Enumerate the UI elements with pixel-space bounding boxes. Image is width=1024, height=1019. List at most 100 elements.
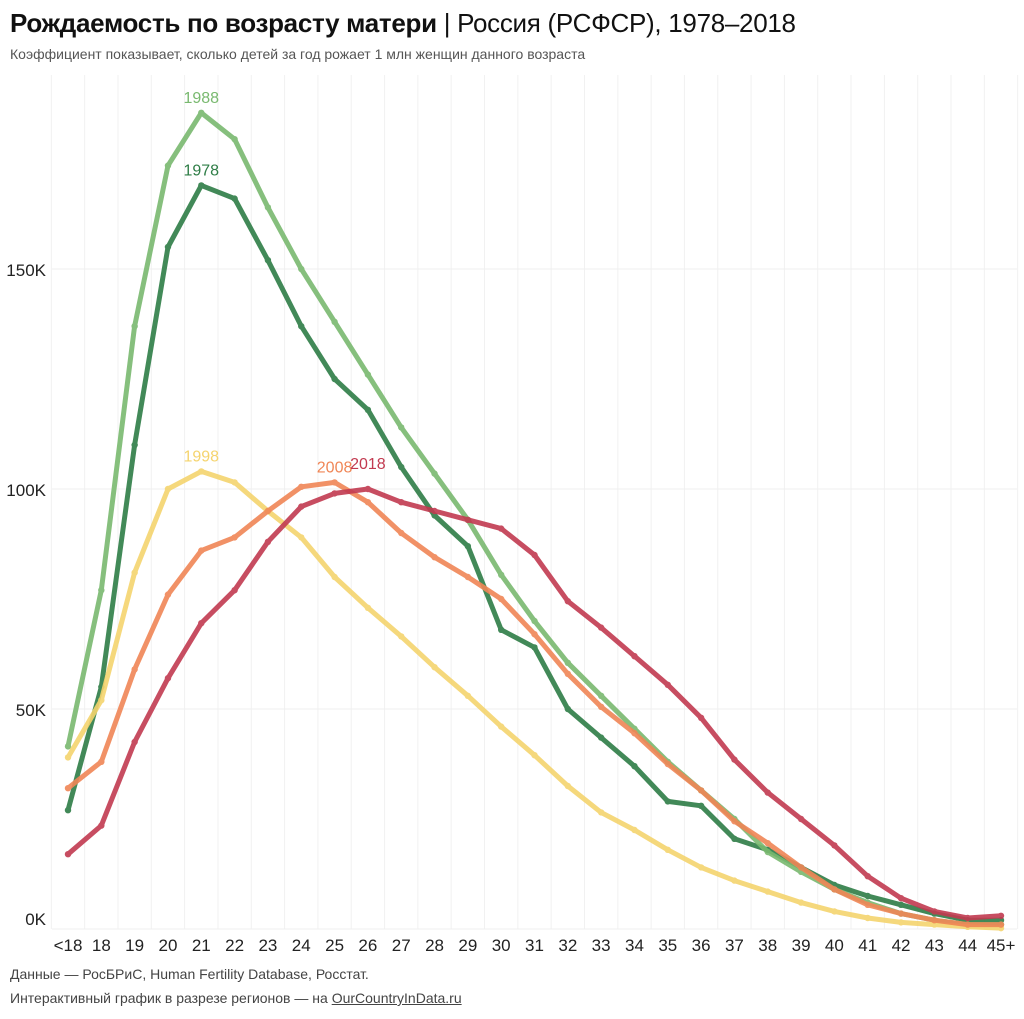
data-point[interactable] xyxy=(131,569,138,576)
data-point[interactable] xyxy=(731,877,738,884)
data-point[interactable] xyxy=(831,842,838,849)
data-point[interactable] xyxy=(764,789,771,796)
data-point[interactable] xyxy=(264,538,272,545)
data-point[interactable] xyxy=(797,864,805,871)
data-point[interactable] xyxy=(697,864,705,871)
data-point[interactable] xyxy=(364,485,372,493)
data-point[interactable] xyxy=(164,591,172,598)
data-point[interactable] xyxy=(464,516,472,523)
data-point[interactable] xyxy=(597,624,605,631)
data-point[interactable] xyxy=(864,892,871,900)
data-point[interactable] xyxy=(98,758,105,765)
data-point[interactable] xyxy=(631,763,638,770)
data-point[interactable] xyxy=(431,554,438,561)
data-point[interactable] xyxy=(198,620,205,627)
data-point[interactable] xyxy=(398,633,405,640)
data-point[interactable] xyxy=(897,901,905,908)
data-point[interactable] xyxy=(731,756,738,763)
data-point[interactable] xyxy=(331,375,338,383)
data-point[interactable] xyxy=(64,754,72,761)
data-point[interactable] xyxy=(731,818,738,825)
data-point[interactable] xyxy=(131,441,138,449)
data-point[interactable] xyxy=(897,910,905,917)
data-point[interactable] xyxy=(664,760,671,768)
data-point[interactable] xyxy=(964,914,971,922)
data-point[interactable] xyxy=(931,908,938,915)
data-point[interactable] xyxy=(564,705,572,713)
data-point[interactable] xyxy=(864,873,871,880)
data-point[interactable] xyxy=(231,195,238,202)
data-point[interactable] xyxy=(331,318,338,325)
data-point[interactable] xyxy=(331,573,338,581)
data-point[interactable] xyxy=(364,499,372,506)
data-point[interactable] xyxy=(564,659,572,666)
data-point[interactable] xyxy=(497,595,505,603)
data-point[interactable] xyxy=(364,371,372,378)
data-point[interactable] xyxy=(98,822,105,829)
data-point[interactable] xyxy=(431,470,438,477)
data-point[interactable] xyxy=(864,914,871,922)
data-point[interactable] xyxy=(897,895,905,902)
data-point[interactable] xyxy=(764,888,771,895)
data-point[interactable] xyxy=(697,714,705,721)
data-point[interactable] xyxy=(164,675,172,682)
data-point[interactable] xyxy=(64,785,72,792)
data-point[interactable] xyxy=(764,840,771,847)
data-point[interactable] xyxy=(897,919,905,926)
data-point[interactable] xyxy=(864,901,871,908)
data-point[interactable] xyxy=(431,507,438,515)
data-point[interactable] xyxy=(564,782,572,790)
data-point[interactable] xyxy=(231,587,238,594)
data-point[interactable] xyxy=(931,917,938,924)
data-point[interactable] xyxy=(398,499,405,506)
data-point[interactable] xyxy=(264,507,272,515)
data-point[interactable] xyxy=(298,265,305,273)
data-point[interactable] xyxy=(398,424,405,431)
data-point[interactable] xyxy=(98,587,105,594)
data-point[interactable] xyxy=(631,826,638,834)
data-point[interactable] xyxy=(264,204,272,211)
data-point[interactable] xyxy=(664,846,671,853)
data-point[interactable] xyxy=(531,752,538,759)
data-point[interactable] xyxy=(697,802,705,809)
data-point[interactable] xyxy=(198,182,205,189)
data-point[interactable] xyxy=(164,485,172,493)
data-point[interactable] xyxy=(164,243,172,251)
data-point[interactable] xyxy=(531,617,538,625)
data-point[interactable] xyxy=(631,653,638,660)
data-point[interactable] xyxy=(64,807,72,814)
data-point[interactable] xyxy=(131,738,138,746)
data-point[interactable] xyxy=(497,571,505,578)
data-point[interactable] xyxy=(664,681,671,688)
series-line[interactable] xyxy=(65,479,1004,928)
data-point[interactable] xyxy=(497,723,505,730)
data-point[interactable] xyxy=(231,534,238,541)
data-point[interactable] xyxy=(298,503,305,510)
data-point[interactable] xyxy=(564,670,572,677)
data-point[interactable] xyxy=(931,921,938,928)
data-point[interactable] xyxy=(364,406,372,413)
data-point[interactable] xyxy=(531,644,538,651)
data-point[interactable] xyxy=(231,479,238,486)
data-point[interactable] xyxy=(64,851,72,858)
data-point[interactable] xyxy=(298,323,305,330)
data-point[interactable] xyxy=(231,136,238,143)
data-point[interactable] xyxy=(631,730,638,737)
data-point[interactable] xyxy=(697,787,705,794)
data-point[interactable] xyxy=(997,912,1005,919)
data-point[interactable] xyxy=(398,463,405,471)
data-point[interactable] xyxy=(531,551,538,559)
data-point[interactable] xyxy=(198,468,205,475)
data-point[interactable] xyxy=(364,604,372,611)
data-point[interactable] xyxy=(664,798,671,805)
data-point[interactable] xyxy=(264,257,272,264)
data-point[interactable] xyxy=(464,692,472,699)
data-point[interactable] xyxy=(997,917,1005,924)
data-point[interactable] xyxy=(997,921,1005,928)
data-point[interactable] xyxy=(198,547,205,554)
data-point[interactable] xyxy=(831,908,838,915)
series-line[interactable] xyxy=(65,110,1004,928)
data-point[interactable] xyxy=(64,743,72,750)
data-point[interactable] xyxy=(597,703,605,710)
data-point[interactable] xyxy=(131,666,138,673)
